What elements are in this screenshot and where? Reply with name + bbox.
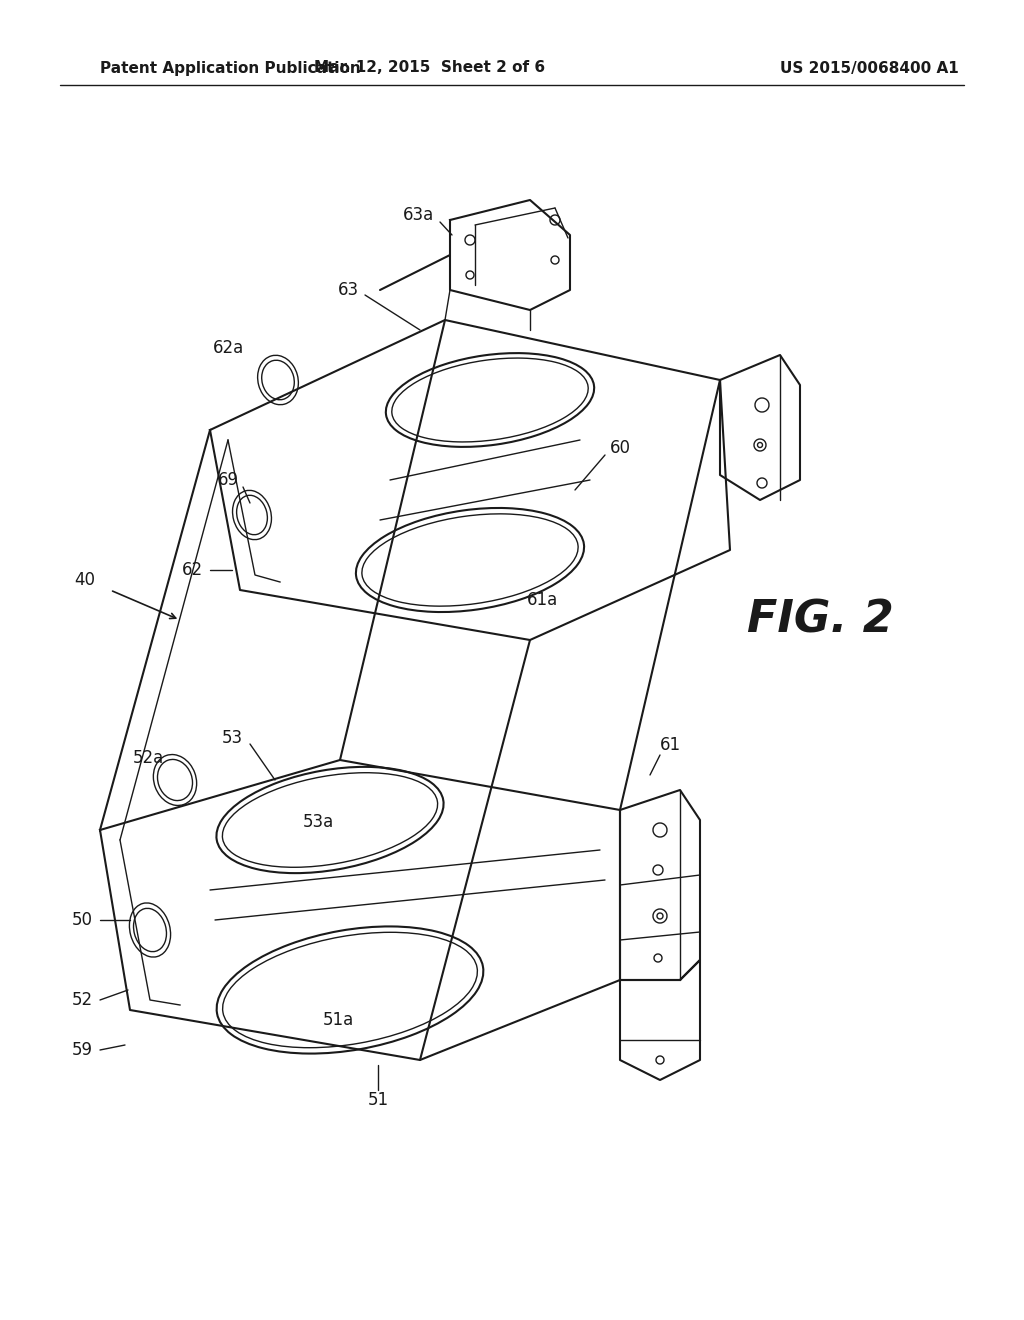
Text: 59: 59 <box>72 1041 92 1059</box>
Text: 60: 60 <box>609 440 631 457</box>
Text: 53a: 53a <box>302 813 334 832</box>
Text: 69: 69 <box>217 471 239 488</box>
Text: 40: 40 <box>75 572 95 589</box>
Text: 53: 53 <box>221 729 243 747</box>
Text: 51a: 51a <box>323 1011 353 1030</box>
Text: 61a: 61a <box>526 591 558 609</box>
Text: 63: 63 <box>338 281 358 300</box>
Text: Mar. 12, 2015  Sheet 2 of 6: Mar. 12, 2015 Sheet 2 of 6 <box>314 61 546 75</box>
Text: US 2015/0068400 A1: US 2015/0068400 A1 <box>780 61 958 75</box>
Text: Patent Application Publication: Patent Application Publication <box>100 61 360 75</box>
Text: 61: 61 <box>659 737 681 754</box>
Text: 63a: 63a <box>402 206 433 224</box>
Text: 62: 62 <box>181 561 203 579</box>
Text: 62a: 62a <box>212 339 244 356</box>
Text: FIG. 2: FIG. 2 <box>746 598 893 642</box>
Text: 52a: 52a <box>132 748 164 767</box>
Text: 51: 51 <box>368 1092 388 1109</box>
Text: 52: 52 <box>72 991 92 1008</box>
Text: 50: 50 <box>72 911 92 929</box>
